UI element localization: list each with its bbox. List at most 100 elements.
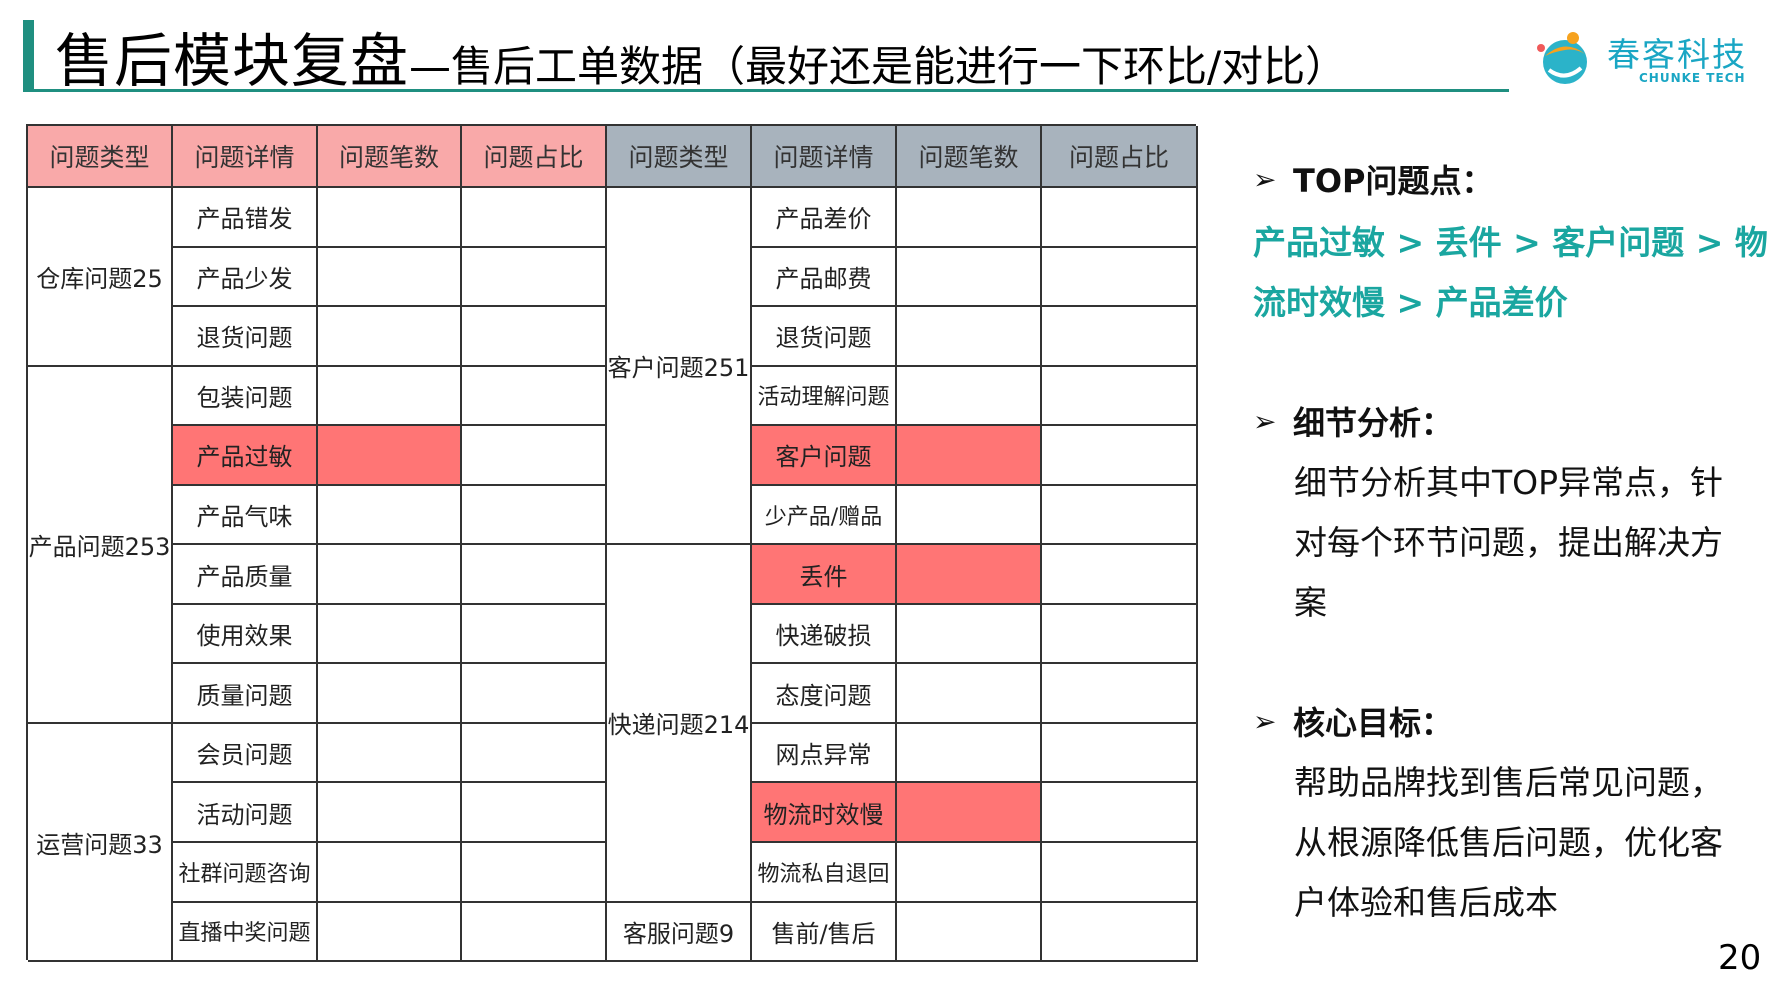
detail-analysis-line: 对每个环节问题，提出解决方	[1294, 523, 1723, 562]
issue-count-cell	[318, 485, 462, 546]
issue-detail-cell: 产品少发	[173, 247, 318, 308]
issue-detail-cell: 售前/售后	[752, 902, 897, 963]
issue-count-cell	[897, 366, 1042, 427]
issue-detail-cell: 产品错发	[173, 188, 318, 248]
arrow-bullet-icon: ➢	[1253, 704, 1277, 738]
issue-detail-cell: 网点异常	[752, 723, 897, 784]
issue-detail-cell: 直播中奖问题	[173, 902, 318, 963]
issue-count-cell	[897, 902, 1042, 963]
issue-ratio-cell	[462, 783, 607, 844]
issue-ratio-cell	[1042, 247, 1198, 308]
header-left-4: 问题占比	[462, 126, 607, 188]
issue-type-cell: 运营问题33	[28, 723, 173, 963]
issue-count-cell	[318, 188, 462, 248]
top-issues-line-2: 流时效慢 > 产品差价	[1253, 283, 1568, 322]
issue-ratio-cell	[462, 664, 607, 724]
detail-analysis-line: 案	[1294, 583, 1327, 622]
issue-count-cell	[897, 426, 1042, 486]
issue-count-cell	[897, 188, 1042, 248]
issue-detail-cell: 快递破损	[752, 604, 897, 665]
core-goal-line: 从根源降低售后问题，优化客	[1294, 823, 1723, 862]
issue-count-cell	[318, 664, 462, 724]
core-goal-heading: ➢ 核心目标：	[1253, 698, 1453, 744]
issue-count-cell	[318, 902, 462, 963]
issue-count-cell	[897, 307, 1042, 367]
core-goal-line: 户体验和售后成本	[1294, 883, 1558, 922]
issue-detail-cell: 退货问题	[752, 307, 897, 367]
issue-count-cell	[897, 485, 1042, 546]
issue-ratio-cell	[462, 902, 607, 963]
issue-detail-cell: 活动问题	[173, 783, 318, 844]
issue-detail-cell: 丢件	[752, 545, 897, 605]
issue-detail-cell: 包装问题	[173, 366, 318, 427]
issue-ratio-cell	[462, 604, 607, 665]
issue-ratio-cell	[462, 307, 607, 367]
page-title: 售后模块复盘—售后工单数据（最好还是能进行一下环比/对比）	[55, 14, 1347, 98]
issue-detail-cell: 产品差价	[752, 188, 897, 248]
top-issues-line-1: 产品过敏 > 丢件 > 客户问题 > 物	[1253, 223, 1768, 262]
core-goal-heading-label: 核心目标：	[1293, 704, 1454, 742]
issue-detail-cell: 社群问题咨询	[173, 843, 318, 903]
issue-ratio-cell	[462, 366, 607, 427]
issue-count-cell	[318, 366, 462, 427]
header-left-2: 问题详情	[173, 126, 318, 188]
issue-count-cell	[318, 426, 462, 486]
chunke-logo-icon	[1537, 32, 1587, 84]
issue-ratio-cell	[1042, 545, 1198, 605]
issue-ratio-cell	[1042, 783, 1198, 844]
issue-type-cell: 客服问题9	[607, 902, 752, 963]
header-right-1: 问题类型	[607, 126, 752, 188]
issue-ratio-cell	[1042, 664, 1198, 724]
header-left-1: 问题类型	[28, 126, 173, 188]
issue-ratio-cell	[1042, 843, 1198, 903]
issue-ratio-cell	[1042, 723, 1198, 784]
issue-ratio-cell	[462, 188, 607, 248]
issue-count-cell	[318, 604, 462, 665]
issue-detail-cell: 产品气味	[173, 485, 318, 546]
page-title-sub: —售后工单数据（最好还是能进行一下环比/对比）	[409, 42, 1348, 91]
logo-name: 春客科技	[1607, 35, 1747, 74]
issue-ratio-cell	[462, 545, 607, 605]
issue-count-cell	[318, 247, 462, 308]
issue-type-cell: 客户问题251	[607, 188, 752, 546]
core-goal-line: 帮助品牌找到售后常见问题，	[1294, 763, 1723, 802]
issue-count-cell	[318, 723, 462, 784]
issue-detail-cell: 活动理解问题	[752, 366, 897, 427]
issue-type-cell: 仓库问题25	[28, 188, 173, 367]
issue-count-cell	[897, 723, 1042, 784]
title-underline	[23, 89, 1509, 92]
arrow-bullet-icon: ➢	[1253, 162, 1277, 196]
issue-detail-cell: 使用效果	[173, 604, 318, 665]
issue-ratio-cell	[1042, 902, 1198, 963]
issue-ratio-cell	[1042, 604, 1198, 665]
top-issues-heading: ➢ TOP问题点：	[1253, 156, 1494, 202]
logo-subtitle: CHUNKE TECH	[1639, 71, 1746, 85]
issue-detail-cell: 会员问题	[173, 723, 318, 784]
issue-count-cell	[318, 843, 462, 903]
issue-ratio-cell	[1042, 426, 1198, 486]
header-left-3: 问题笔数	[318, 126, 462, 188]
issue-type-cell: 产品问题253	[28, 366, 173, 724]
issue-count-cell	[897, 604, 1042, 665]
issue-ratio-cell	[1042, 307, 1198, 367]
issue-ratio-cell	[462, 247, 607, 308]
issue-ratio-cell	[462, 723, 607, 784]
issue-detail-cell: 产品质量	[173, 545, 318, 605]
issue-count-cell	[897, 783, 1042, 844]
issue-detail-cell: 质量问题	[173, 664, 318, 724]
issue-count-cell	[897, 664, 1042, 724]
issue-detail-cell: 物流私自退回	[752, 843, 897, 903]
issue-ratio-cell	[462, 485, 607, 546]
header-right-2: 问题详情	[752, 126, 897, 188]
issue-ratio-cell	[1042, 188, 1198, 248]
issue-detail-cell: 物流时效慢	[752, 783, 897, 844]
aftersales-ticket-table: 问题类型 问题详情 问题笔数 问题占比 问题类型 问题详情 问题笔数 问题占比 仓库问题25 产品…	[26, 124, 1198, 963]
detail-analysis-line: 细节分析其中TOP异常点，针	[1294, 463, 1724, 502]
arrow-bullet-icon: ➢	[1253, 404, 1277, 438]
top-issues-heading-label: TOP问题点：	[1293, 162, 1494, 200]
issue-count-cell	[318, 545, 462, 605]
issue-count-cell	[897, 545, 1042, 605]
issue-detail-cell: 退货问题	[173, 307, 318, 367]
issue-detail-cell: 产品邮费	[752, 247, 897, 308]
issue-count-cell	[318, 783, 462, 844]
